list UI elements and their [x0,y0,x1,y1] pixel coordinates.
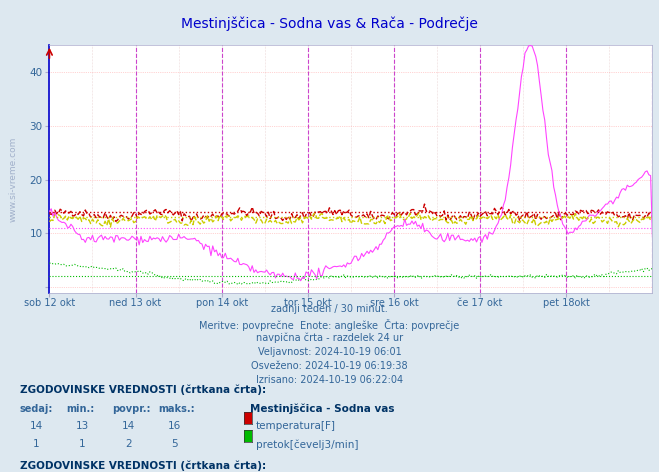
Text: Mestinjščica - Sodna vas: Mestinjščica - Sodna vas [250,404,395,414]
Text: Mestinjščica - Sodna vas & Rača - Podrečje: Mestinjščica - Sodna vas & Rača - Podreč… [181,17,478,31]
Text: maks.:: maks.: [158,404,195,413]
Text: Izrisano: 2024-10-19 06:22:04: Izrisano: 2024-10-19 06:22:04 [256,375,403,385]
Text: min.:: min.: [66,404,94,413]
Text: 1: 1 [33,439,40,449]
Text: 14: 14 [122,421,135,431]
Text: zadnji teden / 30 minut.: zadnji teden / 30 minut. [271,304,388,314]
Text: ZGODOVINSKE VREDNOSTI (črtkana črta):: ZGODOVINSKE VREDNOSTI (črtkana črta): [20,385,266,395]
Text: povpr.:: povpr.: [112,404,150,413]
Text: pretok[čevelj3/min]: pretok[čevelj3/min] [256,439,358,450]
Text: sedaj:: sedaj: [20,404,53,413]
Text: 5: 5 [171,439,178,449]
Text: 2: 2 [125,439,132,449]
Text: Veljavnost: 2024-10-19 06:01: Veljavnost: 2024-10-19 06:01 [258,347,401,357]
Text: 13: 13 [76,421,89,431]
Text: 14: 14 [30,421,43,431]
Text: navpična črta - razdelek 24 ur: navpična črta - razdelek 24 ur [256,333,403,343]
Text: ZGODOVINSKE VREDNOSTI (črtkana črta):: ZGODOVINSKE VREDNOSTI (črtkana črta): [20,461,266,472]
Text: www.si-vreme.com: www.si-vreme.com [9,137,18,222]
Text: Osveženo: 2024-10-19 06:19:38: Osveženo: 2024-10-19 06:19:38 [251,361,408,371]
Text: Meritve: povprečne  Enote: angleške  Črta: povprečje: Meritve: povprečne Enote: angleške Črta:… [200,319,459,330]
Text: 16: 16 [168,421,181,431]
Text: 1: 1 [79,439,86,449]
Text: temperatura[F]: temperatura[F] [256,421,335,431]
